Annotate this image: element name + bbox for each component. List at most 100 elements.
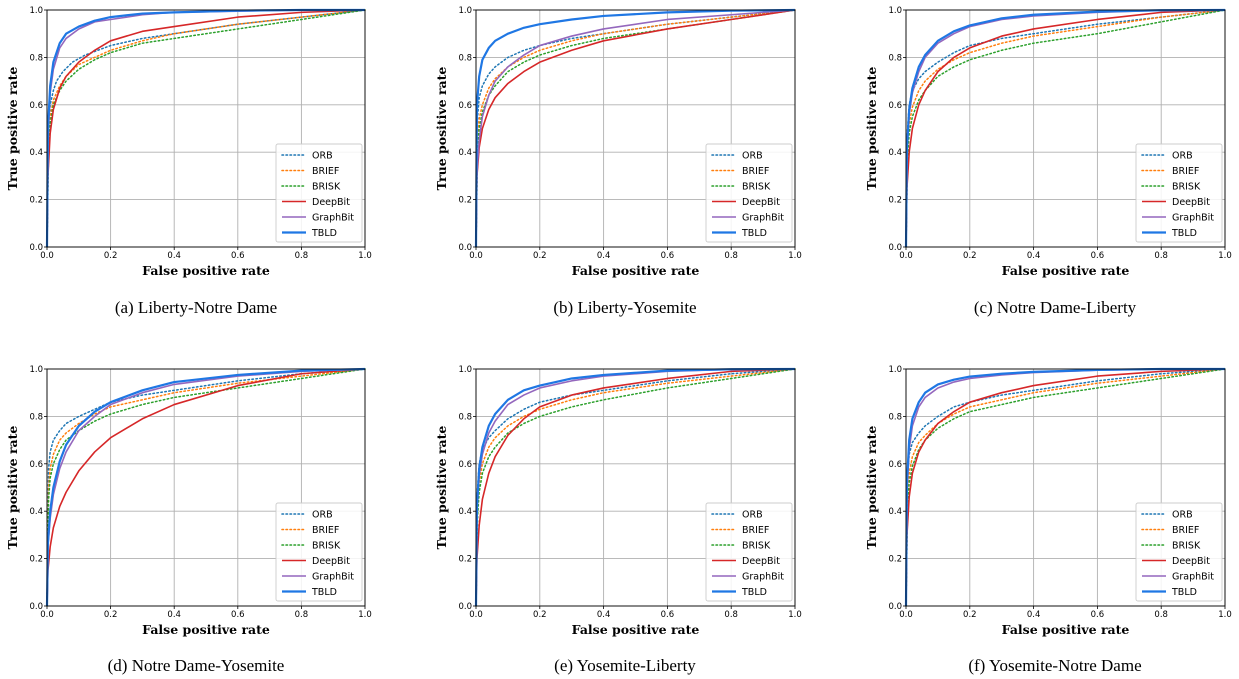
x-axis-label: False positive rate — [142, 622, 270, 637]
legend: ORB BRIEF BRISK DeepBit GraphBit TBLD — [705, 143, 793, 243]
x-tick-label: 0.2 — [963, 251, 977, 261]
x-tick-label: 0.8 — [724, 251, 738, 261]
legend-label-tbld: TBLD — [1171, 228, 1197, 239]
y-tick-label: 0.2 — [888, 555, 902, 565]
series-line-brisk — [905, 9, 1226, 248]
legend-label-tbld: TBLD — [741, 587, 767, 598]
x-axis-label: False positive rate — [142, 263, 270, 278]
series-line-graphbit — [475, 9, 796, 248]
legend: ORB BRIEF BRISK DeepBit GraphBit TBLD — [275, 143, 363, 243]
legend-label-graphbit: GraphBit — [742, 213, 784, 224]
series-line-brief — [475, 9, 796, 248]
legend-label-orb: ORB — [742, 510, 763, 521]
x-tick-label: 0.8 — [295, 251, 309, 261]
x-tick-label: 0.2 — [533, 251, 547, 261]
x-tick-label: 1.0 — [788, 251, 802, 261]
x-tick-label: 0.2 — [104, 610, 118, 620]
x-tick-label: 0.0 — [469, 610, 483, 620]
roc-panel-2: 0.00.0 0.2 0.2 0.4 0.4 0.6 0.6 0.8 0.8 1.0 1.0 Fals… — [434, 6, 802, 317]
plot-frame — [46, 9, 366, 248]
panel-caption: (d) Notre Dame-Yosemite — [108, 656, 285, 675]
y-tick-label: 0.0 — [458, 243, 472, 253]
panel-caption: (b) Liberty-Yosemite — [553, 298, 696, 317]
y-tick-label: 0.4 — [29, 507, 43, 517]
x-tick-label: 0.6 — [1091, 610, 1105, 620]
series-line-orb — [46, 368, 366, 607]
x-tick-label: 0.8 — [724, 610, 738, 620]
x-tick-label: 0.4 — [597, 251, 611, 261]
legend-label-graphbit: GraphBit — [742, 572, 784, 583]
series-line-brief — [905, 368, 1226, 607]
series-line-brisk — [46, 9, 366, 248]
x-tick-label: 1.0 — [1218, 251, 1232, 261]
series-line-deepbit — [46, 9, 366, 248]
y-axis-label: True positive rate — [5, 67, 20, 191]
x-tick-label: 0.0 — [40, 610, 54, 620]
legend-label-brisk: BRISK — [312, 182, 341, 193]
series-line-deepbit — [475, 368, 796, 607]
y-tick-label: 0.2 — [888, 196, 902, 206]
legend-label-brisk: BRISK — [1172, 182, 1201, 193]
legend-label-brisk: BRISK — [742, 541, 771, 552]
y-tick-label: 0.4 — [458, 507, 472, 517]
y-tick-label: 0.4 — [458, 148, 472, 158]
legend: ORB BRIEF BRISK DeepBit GraphBit TBLD — [1135, 502, 1223, 602]
x-tick-label: 1.0 — [1218, 610, 1232, 620]
roc-panel-1: 0.00.0 0.2 0.2 0.4 0.4 0.6 0.6 0.8 0.8 1.0 1.0 Fals… — [5, 6, 372, 317]
x-tick-label: 1.0 — [788, 610, 802, 620]
y-tick-label: 0.6 — [888, 101, 902, 111]
x-tick-label: 1.0 — [358, 610, 372, 620]
y-tick-label: 0.2 — [458, 555, 472, 565]
legend-label-brief: BRIEF — [742, 525, 769, 536]
x-tick-label: 0.4 — [597, 610, 611, 620]
plot-frame — [475, 368, 796, 607]
legend-label-deepbit: DeepBit — [312, 197, 350, 208]
y-tick-label: 0.4 — [888, 507, 902, 517]
y-tick-label: 1.0 — [29, 6, 43, 16]
x-tick-label: 0.4 — [1027, 610, 1041, 620]
legend-label-graphbit: GraphBit — [1172, 572, 1214, 583]
series-line-tbld — [474, 367, 796, 607]
legend-label-tbld: TBLD — [311, 228, 337, 239]
series-line-brief — [46, 9, 366, 248]
series-line-deepbit — [475, 9, 796, 248]
y-axis-label: True positive rate — [5, 426, 20, 550]
legend-label-brief: BRIEF — [1172, 525, 1199, 536]
y-tick-label: 1.0 — [888, 6, 902, 16]
legend-label-brief: BRIEF — [1172, 166, 1199, 177]
legend-label-orb: ORB — [742, 151, 763, 162]
legend-label-brisk: BRISK — [1172, 541, 1201, 552]
x-tick-label: 0.8 — [1154, 610, 1168, 620]
x-tick-label: 0.6 — [1091, 251, 1105, 261]
y-axis-label: True positive rate — [434, 67, 449, 191]
series-line-tbld — [904, 367, 1225, 607]
series-line-deepbit — [46, 368, 366, 607]
y-axis-label: True positive rate — [864, 426, 879, 550]
roc-panel-4: 0.00.0 0.2 0.2 0.4 0.4 0.6 0.6 0.8 0.8 1.0 1.0 Fals… — [5, 365, 372, 675]
legend-label-orb: ORB — [312, 151, 333, 162]
plot-frame — [905, 9, 1226, 248]
legend-label-brisk: BRISK — [742, 182, 771, 193]
y-tick-label: 0.2 — [29, 196, 43, 206]
x-tick-label: 0.6 — [661, 251, 675, 261]
x-axis-label: False positive rate — [1002, 622, 1130, 637]
legend-label-deepbit: DeepBit — [1172, 556, 1210, 567]
y-tick-label: 0.6 — [29, 460, 43, 470]
y-tick-label: 0.2 — [458, 196, 472, 206]
series-line-tbld — [474, 8, 796, 248]
legend-label-graphbit: GraphBit — [312, 572, 354, 583]
y-tick-label: 0.0 — [888, 602, 902, 612]
series-line-brief — [46, 368, 366, 607]
series-line-tbld — [45, 367, 366, 607]
plot-frame — [905, 368, 1226, 607]
panel-caption: (c) Notre Dame-Liberty — [974, 298, 1137, 317]
legend: ORB BRIEF BRISK DeepBit GraphBit TBLD — [705, 502, 793, 602]
x-tick-label: 0.8 — [1154, 251, 1168, 261]
x-tick-label: 0.4 — [1027, 251, 1041, 261]
y-tick-label: 0.0 — [458, 602, 472, 612]
x-tick-label: 0.4 — [167, 251, 181, 261]
y-tick-label: 0.0 — [29, 243, 43, 253]
legend-label-tbld: TBLD — [311, 587, 337, 598]
x-axis-label: False positive rate — [572, 263, 700, 278]
